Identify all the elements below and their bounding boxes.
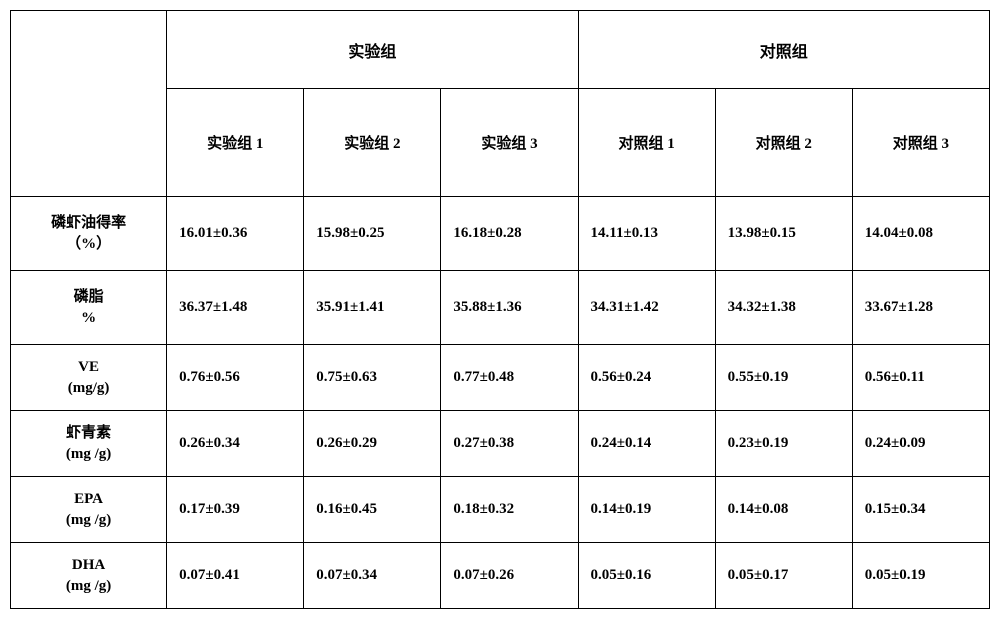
table-row: 虾青素 (mg /g) 0.26±0.34 0.26±0.29 0.27±0.3… <box>11 411 990 477</box>
sub-header-ctrl2: 对照组 2 <box>715 89 852 197</box>
table-row: 磷虾油得率 （%） 16.01±0.36 15.98±0.25 16.18±0.… <box>11 197 990 271</box>
sub-header-exp1: 实验组 1 <box>167 89 304 197</box>
sub-header-ctrl3: 对照组 3 <box>852 89 989 197</box>
data-cell: 0.56±0.24 <box>578 345 715 411</box>
row-label-line1: EPA <box>74 491 103 507</box>
row-label-line2: (mg /g) <box>66 512 111 528</box>
data-cell: 0.05±0.17 <box>715 543 852 609</box>
data-cell: 16.01±0.36 <box>167 197 304 271</box>
experimental-group-header: 实验组 <box>167 11 578 89</box>
data-cell: 0.24±0.14 <box>578 411 715 477</box>
data-cell: 0.14±0.19 <box>578 477 715 543</box>
data-cell: 0.05±0.16 <box>578 543 715 609</box>
table-row: DHA (mg /g) 0.07±0.41 0.07±0.34 0.07±0.2… <box>11 543 990 609</box>
row-label-line2: (mg /g) <box>66 446 111 462</box>
data-cell: 33.67±1.28 <box>852 271 989 345</box>
row-label-line1: 磷脂 <box>74 289 104 305</box>
group-header-row: 实验组 对照组 <box>11 11 990 89</box>
data-cell: 0.26±0.34 <box>167 411 304 477</box>
sub-header-exp3: 实验组 3 <box>441 89 578 197</box>
data-cell: 34.32±1.38 <box>715 271 852 345</box>
data-cell: 0.75±0.63 <box>304 345 441 411</box>
data-table: 实验组 对照组 实验组 1 实验组 2 实验组 3 对照组 1 对照组 2 对照… <box>10 10 990 609</box>
data-cell: 34.31±1.42 <box>578 271 715 345</box>
row-label-line2: % <box>81 310 96 326</box>
row-label-line2: （%） <box>66 236 111 252</box>
data-cell: 14.11±0.13 <box>578 197 715 271</box>
row-label-line1: VE <box>78 359 99 375</box>
row-header-cell: 虾青素 (mg /g) <box>11 411 167 477</box>
data-cell: 13.98±0.15 <box>715 197 852 271</box>
row-header-cell: 磷脂 % <box>11 271 167 345</box>
data-cell: 35.91±1.41 <box>304 271 441 345</box>
row-label-line2: (mg /g) <box>66 578 111 594</box>
data-cell: 0.55±0.19 <box>715 345 852 411</box>
data-cell: 35.88±1.36 <box>441 271 578 345</box>
data-cell: 36.37±1.48 <box>167 271 304 345</box>
table-row: EPA (mg /g) 0.17±0.39 0.16±0.45 0.18±0.3… <box>11 477 990 543</box>
table-body: 磷虾油得率 （%） 16.01±0.36 15.98±0.25 16.18±0.… <box>11 197 990 609</box>
row-label-line2: (mg/g) <box>68 380 110 396</box>
control-group-header: 对照组 <box>578 11 989 89</box>
row-label-line1: DHA <box>72 557 105 573</box>
data-cell: 0.07±0.41 <box>167 543 304 609</box>
corner-cell <box>11 11 167 197</box>
data-cell: 0.24±0.09 <box>852 411 989 477</box>
row-header-cell: VE (mg/g) <box>11 345 167 411</box>
data-cell: 0.07±0.26 <box>441 543 578 609</box>
row-header-cell: 磷虾油得率 （%） <box>11 197 167 271</box>
sub-header-ctrl1: 对照组 1 <box>578 89 715 197</box>
data-cell: 16.18±0.28 <box>441 197 578 271</box>
data-cell: 0.17±0.39 <box>167 477 304 543</box>
table-row: 磷脂 % 36.37±1.48 35.91±1.41 35.88±1.36 34… <box>11 271 990 345</box>
row-header-cell: DHA (mg /g) <box>11 543 167 609</box>
data-cell: 14.04±0.08 <box>852 197 989 271</box>
data-cell: 0.77±0.48 <box>441 345 578 411</box>
data-cell: 0.18±0.32 <box>441 477 578 543</box>
data-cell: 0.23±0.19 <box>715 411 852 477</box>
table-row: VE (mg/g) 0.76±0.56 0.75±0.63 0.77±0.48 … <box>11 345 990 411</box>
data-cell: 15.98±0.25 <box>304 197 441 271</box>
row-label-line1: 虾青素 <box>66 425 111 441</box>
data-cell: 0.76±0.56 <box>167 345 304 411</box>
data-cell: 0.15±0.34 <box>852 477 989 543</box>
data-cell: 0.56±0.11 <box>852 345 989 411</box>
row-header-cell: EPA (mg /g) <box>11 477 167 543</box>
data-cell: 0.05±0.19 <box>852 543 989 609</box>
data-cell: 0.14±0.08 <box>715 477 852 543</box>
sub-header-exp2: 实验组 2 <box>304 89 441 197</box>
data-cell: 0.16±0.45 <box>304 477 441 543</box>
row-label-line1: 磷虾油得率 <box>51 215 126 231</box>
data-cell: 0.07±0.34 <box>304 543 441 609</box>
data-cell: 0.27±0.38 <box>441 411 578 477</box>
data-cell: 0.26±0.29 <box>304 411 441 477</box>
